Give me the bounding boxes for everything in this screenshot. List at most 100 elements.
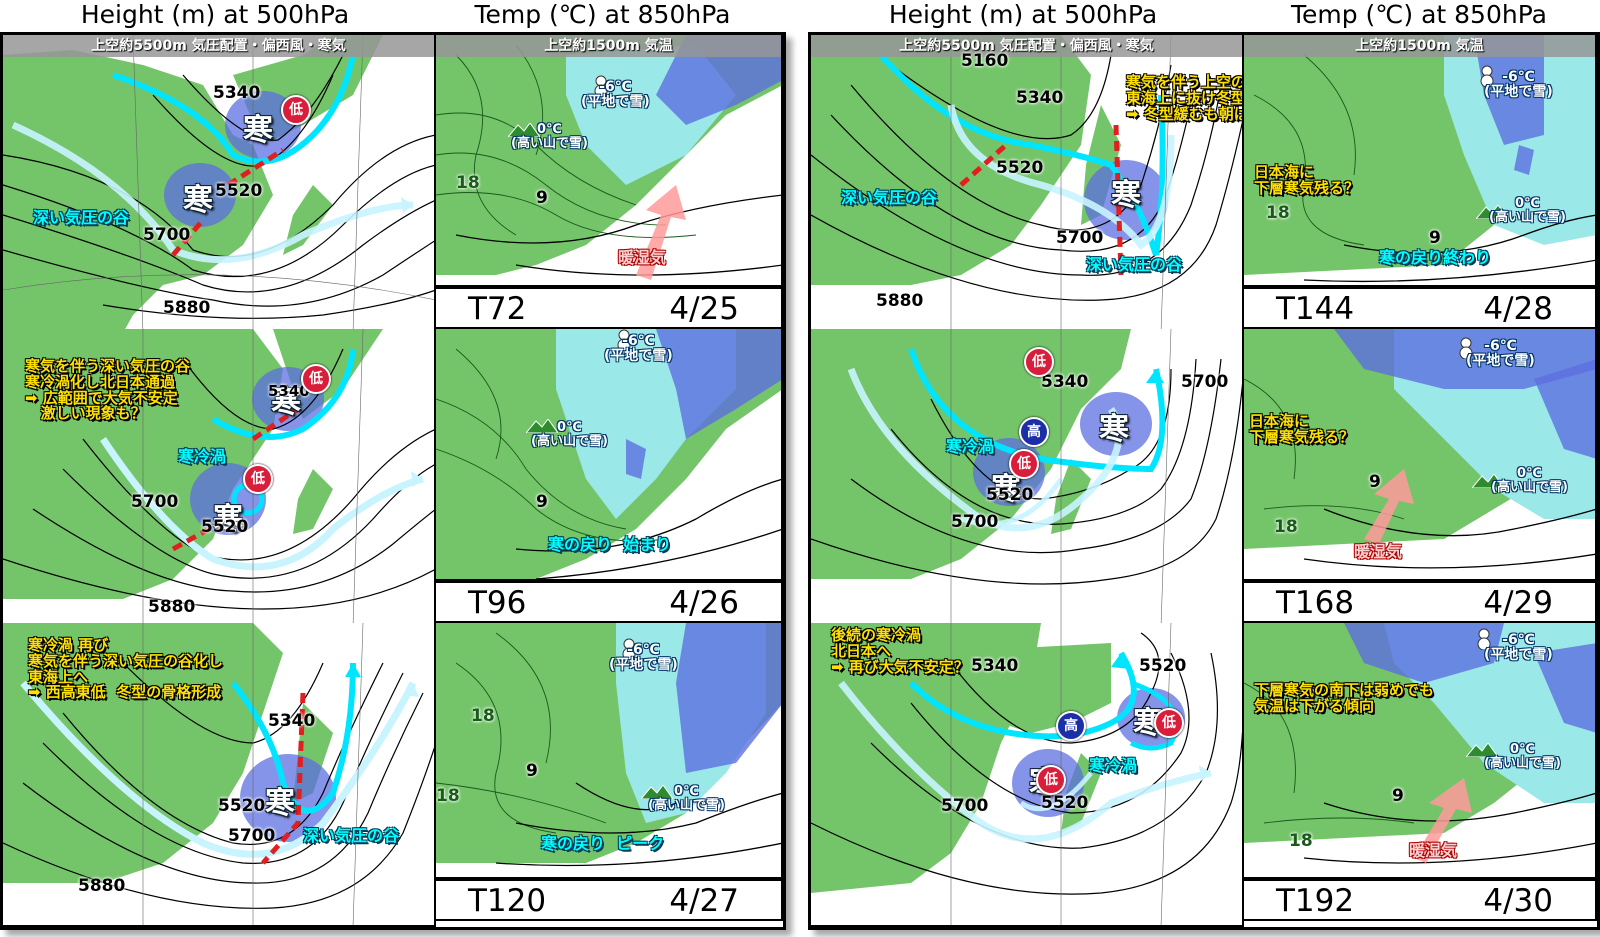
snowman-icon: [1477, 65, 1497, 87]
minus6-label: -6℃ (平地で雪): [609, 642, 678, 673]
cold-vortex-label: 寒冷渦: [178, 447, 227, 466]
trough-label: 深い気圧の谷: [841, 188, 938, 207]
cold-air-label: 寒: [1099, 412, 1129, 447]
snowman-icon: [1456, 337, 1476, 359]
forecast-step: T72: [468, 291, 527, 327]
temp-map-header: 上空約1500m 気温: [1244, 35, 1595, 57]
low-pressure-badge: 低: [301, 364, 331, 394]
contour-label: 9: [536, 188, 548, 208]
height-map-t168: 低 高 低 寒 寒 寒冷渦 5340 5520 5700 5700: [811, 329, 1244, 627]
forecast-step: T168: [1276, 585, 1355, 621]
contour-label: 5880: [148, 597, 196, 617]
cold-vortex-label: 寒冷渦: [1089, 756, 1138, 775]
contour-label: 18: [1274, 517, 1298, 537]
low-pressure-badge: 低: [1154, 708, 1184, 738]
step-footer-t120: T120 4/27: [436, 879, 783, 921]
height-map-t144: 上空約5500m 気圧配置・偏西風・寒気 寒気を伴う上空の気圧の谷 東海上に抜け…: [811, 35, 1244, 333]
mountain-icon: [508, 123, 540, 137]
step-footer-t72: T72 4/25: [436, 287, 783, 329]
forecast-date: 4/28: [1483, 291, 1553, 327]
temperature-trend-label: 下層寒気の南下は弱めでも 気温は下がる傾向: [1254, 681, 1435, 715]
contour-label: 5520: [1139, 656, 1187, 676]
height-map-t96: 寒気を伴う深い気圧の谷 寒冷渦化し北日本通過 ➡ 広範囲で大気不安定 激しい現象…: [3, 329, 436, 627]
zero-label: 0℃ (高い山で雪): [648, 784, 725, 813]
temp-map-header: 上空約1500m 気温: [436, 35, 781, 57]
step-footer-t144: T144 4/28: [1244, 287, 1597, 329]
high-pressure-badge: 高: [1056, 711, 1086, 741]
snowman-icon: [614, 329, 634, 351]
cold-return-end-label: 寒の戻り終わり: [1379, 248, 1492, 267]
height-map-header: 上空約5500m 気圧配置・偏西風・寒気: [811, 35, 1242, 57]
cold-air-label: 寒: [271, 385, 301, 420]
cold-air-label: 寒: [991, 472, 1021, 507]
trough-label: 深い気圧の谷: [303, 826, 400, 845]
contour-label: 5700: [131, 492, 179, 512]
temp-column-title-right: Temp (℃) at 850hPa: [1290, 0, 1547, 29]
temp-map-t120: -6℃ (平地で雪) 0℃ (高い山で雪) 寒の戻り ピーク 18 18 9: [436, 623, 783, 879]
contour-label: 18: [456, 173, 480, 193]
mountain-icon: [1466, 743, 1498, 757]
contour-label: 5700: [1056, 228, 1104, 248]
contour-label: 5340: [268, 711, 316, 731]
height-map-t72: 上空約5500m 気圧配置・偏西風・寒気 寒 低 寒 深い気圧の谷 5340 5…: [3, 35, 436, 333]
temp-map-t96: -6℃ (平地で雪) 0℃ (高い山で雪) 寒の戻り 始まり 9: [436, 329, 783, 581]
warm-moist-label: 暖湿気: [1354, 542, 1403, 561]
contour-label: 9: [1429, 228, 1441, 248]
forecast-commentary: 寒冷渦 再び 寒気を伴う深い気圧の谷化し 東海上へ ➡ 西高東低 冬型の骨格形成: [28, 636, 224, 702]
forecast-step: T144: [1276, 291, 1355, 327]
warm-moist-label: 暖湿気: [618, 248, 667, 267]
high-pressure-badge: 高: [1019, 417, 1049, 447]
temp-column-title-left: Temp (℃) at 850hPa: [474, 0, 731, 29]
contour-label: 18: [436, 786, 460, 806]
cold-air-label: 寒: [183, 183, 213, 218]
zero-label: 0℃ (高い山で雪): [1484, 742, 1561, 771]
snowman-icon: [619, 638, 639, 660]
temp-map-t144: 上空約1500m 気温 -6℃ (平地で雪) 日本海に 下層寒気残る？ 0℃ (高い…: [1244, 35, 1597, 287]
contour-label: 18: [1266, 203, 1290, 223]
contour-label: 5880: [876, 291, 924, 311]
forecast-block-left: 上空約5500m 気圧配置・偏西風・寒気 寒 低 寒 深い気圧の谷 5340 5…: [0, 32, 786, 930]
contour-label: 9: [526, 761, 538, 781]
contour-label: 9: [1369, 472, 1381, 492]
zero-label: 0℃ (高い山で雪): [1491, 466, 1568, 495]
contour-label: 5520: [986, 485, 1034, 505]
height-map-t192: 後続の寒冷渦 北日本へ ➡ 再び大気不安定？ 高 低 低 寒 寒 寒冷渦 534…: [811, 623, 1244, 927]
contour-label: 5340: [213, 83, 261, 103]
forecast-commentary: 後続の寒冷渦 北日本へ ➡ 再び大気不安定？: [831, 626, 969, 676]
minus6-label: -6℃ (平地で雪): [1484, 632, 1553, 663]
contour-label: 5340: [1041, 372, 1089, 392]
temp-map-t72: 上空約1500m 気温 -6℃ (平地で雪) 0℃ (高い山で雪) 暖湿気 18 9: [436, 35, 783, 287]
zero-label: 0℃ (高い山で雪): [531, 420, 608, 449]
height-column-title-right: Height (m) at 500hPa: [888, 0, 1158, 29]
cold-air-remains-label: 日本海に 下層寒気残る？: [1254, 163, 1360, 197]
contour-label: 18: [471, 706, 495, 726]
zero-label: 0℃ (高い山で雪): [511, 122, 588, 151]
contour-label: 9: [1392, 786, 1404, 806]
low-pressure-badge: 低: [1009, 449, 1039, 479]
mountain-icon: [526, 419, 558, 433]
contour-label: 5340: [971, 656, 1019, 676]
forecast-date: 4/30: [1483, 883, 1553, 919]
height-map-header: 上空約5500m 気圧配置・偏西風・寒気: [3, 35, 434, 57]
contour-label: 5880: [78, 876, 126, 896]
contour-label: 5160: [961, 51, 1009, 71]
forecast-block-right: 上空約5500m 気圧配置・偏西風・寒気 寒気を伴う上空の気圧の谷 東海上に抜け…: [808, 32, 1600, 930]
contour-label: 5700: [951, 512, 999, 532]
contour-label: 5340: [268, 382, 310, 400]
cold-air-label: 寒: [213, 502, 243, 537]
contour-label: 5700: [143, 225, 191, 245]
forecast-step: T192: [1276, 883, 1355, 919]
mountain-icon: [1476, 205, 1508, 219]
contour-label: 5520: [215, 181, 263, 201]
contour-label: 5520: [218, 796, 266, 816]
contour-label: 5700: [941, 796, 989, 816]
temp-map-t168: -6℃ (平地で雪) 日本海に 下層寒気残る？ 0℃ (高い山で雪) 暖湿気 18 …: [1244, 329, 1597, 581]
height-column-title-left: Height (m) at 500hPa: [80, 0, 350, 29]
cold-air-label: 寒: [265, 786, 295, 821]
contour-label: 18: [1289, 831, 1313, 851]
forecast-date: 4/26: [669, 585, 739, 621]
contour-label: 5700: [1181, 372, 1229, 392]
contour-label: 5520: [201, 517, 249, 537]
cold-vortex-label: 寒冷渦: [946, 437, 995, 456]
warm-moist-label: 暖湿気: [1409, 841, 1458, 860]
